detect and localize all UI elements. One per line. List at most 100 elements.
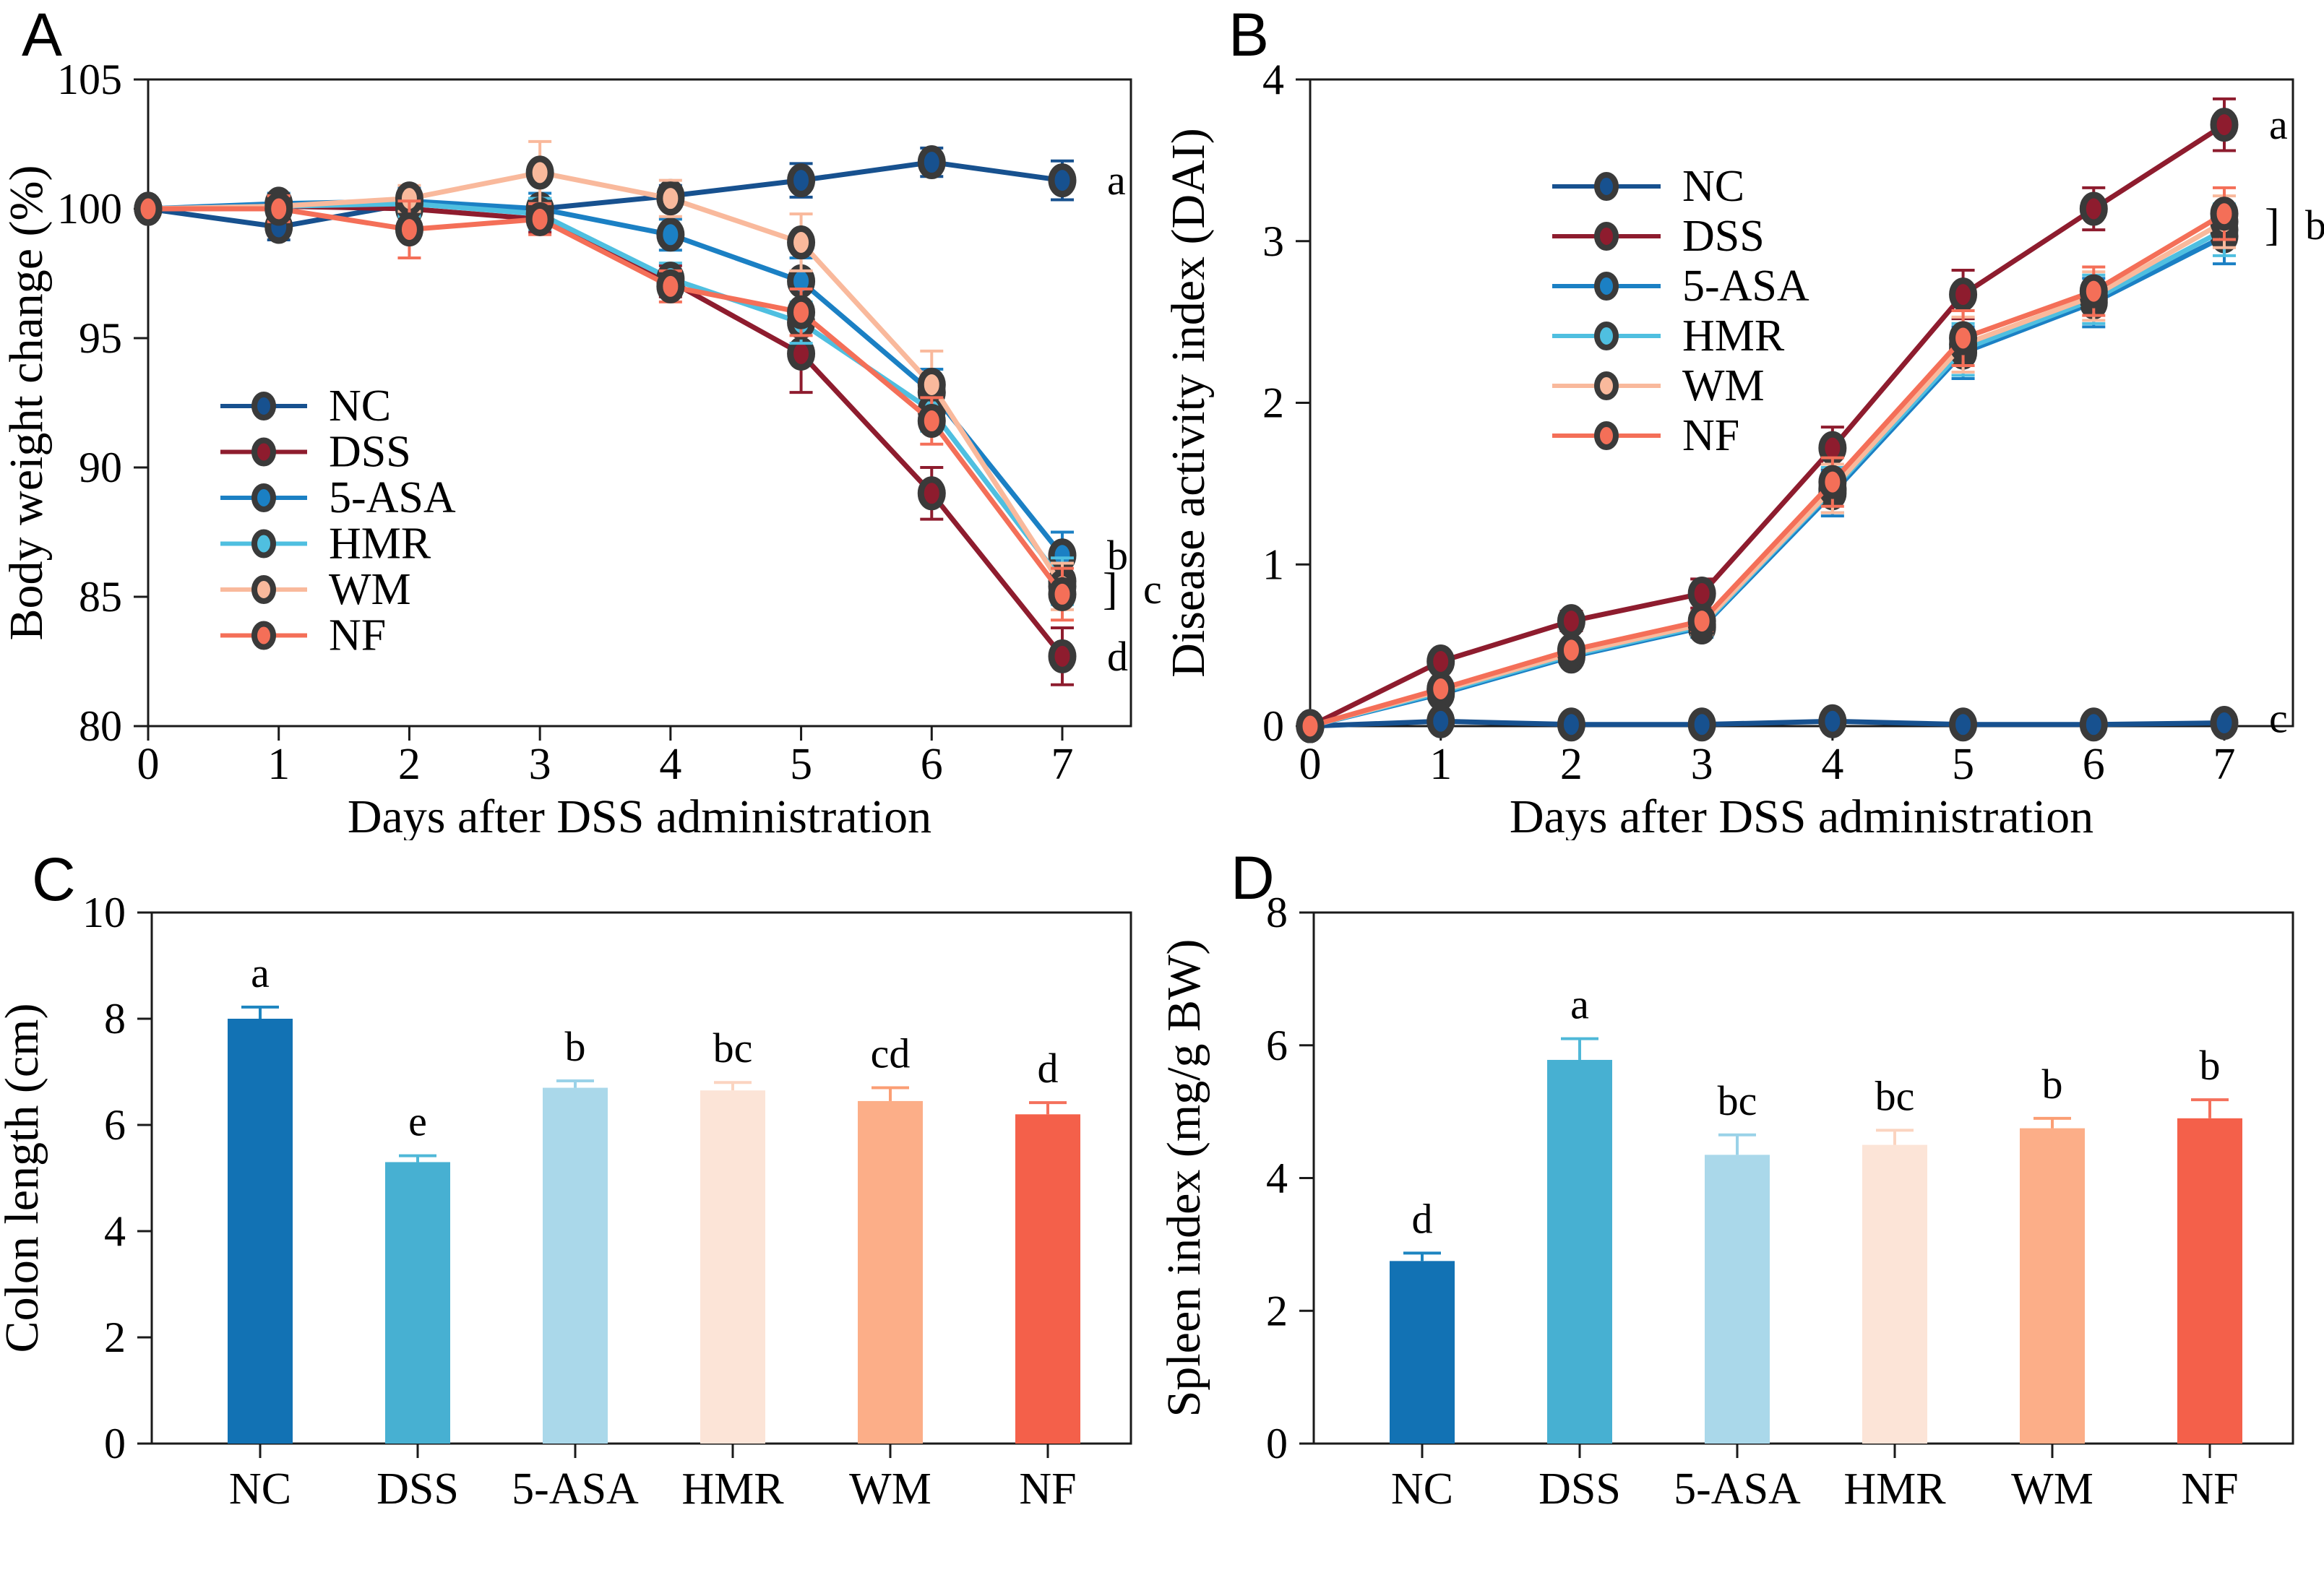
A-series-DSS	[134, 189, 1077, 686]
D-sig-letter-DSS: a	[1570, 981, 1589, 1028]
A-ytick-label: 95	[79, 314, 122, 362]
A-NF-point-day1	[264, 191, 293, 226]
A-xtick-label: 2	[398, 740, 421, 789]
B-DSS-point-day2	[1557, 604, 1585, 639]
C-y-axis-title: Colon length (cm)	[0, 1004, 48, 1353]
A-WM-point-day6	[917, 367, 946, 402]
B-DSS-point-day3	[1687, 577, 1716, 611]
C-bar-group-WM: cd WM	[849, 1030, 931, 1514]
B-legend-marker-NF	[1594, 421, 1619, 450]
D-category-label-WM: WM	[2011, 1465, 2093, 1514]
D-category-label-NC: NC	[1391, 1465, 1453, 1514]
B-xtick-label: 2	[1560, 740, 1583, 789]
A-legend-label-WM: WM	[329, 565, 411, 614]
B-ytick-label: 4	[1262, 56, 1284, 103]
A-ytick-label: 90	[79, 444, 122, 491]
B-NF-point-day4	[1818, 465, 1847, 499]
C-sig-letter-WM: cd	[871, 1030, 911, 1077]
A-series-NF	[134, 191, 1077, 622]
panel-c-chart: 0 2 4 6 8 10 Colon length (cm) a NC e DSS b 5-ASA bc H…	[0, 889, 1132, 1514]
B-y-axis-title: Disease activity index (DAI)	[1162, 128, 1215, 678]
C-sig-letter-NF: d	[1038, 1045, 1059, 1092]
D-ytick-label: 2	[1266, 1287, 1288, 1334]
C-ytick-label: 4	[104, 1207, 126, 1255]
C-bar-DSS	[385, 1162, 450, 1444]
B-legend-label-5-ASA: 5-ASA	[1682, 262, 1809, 311]
C-plot-frame	[150, 911, 1132, 1445]
B-sig-letter: c	[2269, 694, 2288, 741]
D-sig-letter-5-ASA: bc	[1718, 1077, 1757, 1124]
D-bar-5-ASA	[1705, 1155, 1770, 1444]
A-ytick-label: 105	[57, 56, 122, 103]
A-legend-label-NF: NF	[329, 611, 386, 660]
C-ytick-label: 10	[82, 889, 126, 936]
C-sig-letter-NC: a	[251, 949, 270, 996]
B-ytick-label: 0	[1262, 702, 1284, 750]
panel-b-letter: B	[1228, 1, 1270, 69]
B-xtick-label: 3	[1691, 740, 1713, 789]
D-ytick-label: 4	[1266, 1155, 1288, 1202]
B-ytick-label: 3	[1262, 217, 1284, 265]
B-legend-label-NC: NC	[1682, 162, 1744, 211]
B-sig-letter: b	[2305, 202, 2324, 249]
B-NC-point-day5	[1949, 707, 1978, 742]
B-DSS-point-day1	[1426, 644, 1455, 678]
A-DSS-point-day6	[917, 476, 946, 511]
D-ytick-label: 0	[1266, 1420, 1288, 1467]
C-ytick-label: 0	[104, 1420, 126, 1467]
A-NF-point-day3	[525, 202, 554, 236]
B-DSS-point-day7	[2210, 108, 2239, 142]
C-bar-WM	[858, 1100, 923, 1444]
A-sig-letter: b	[1107, 532, 1128, 579]
A-WM-point-day3	[525, 155, 554, 190]
A-xtick-label: 7	[1051, 740, 1074, 789]
A-legend-label-NC: NC	[329, 381, 391, 431]
A-NC-point-day7	[1048, 163, 1077, 198]
C-bar-NF	[1015, 1114, 1080, 1444]
B-NF-point-day2	[1557, 633, 1585, 668]
C-sig-letter-5-ASA: b	[565, 1023, 586, 1070]
panel-a: A 80 85 90 95 100 105 Body weight change (%) 0 1…	[0, 0, 1162, 840]
A-DSS-point-day7	[1048, 639, 1077, 673]
A-sig-letter: c	[1143, 566, 1162, 613]
B-NC-point-day6	[2079, 707, 2108, 742]
B-NC-point-day3	[1687, 707, 1716, 742]
B-legend-marker-DSS	[1594, 222, 1619, 251]
B-sig-letter: a	[2269, 101, 2288, 148]
C-category-label-NC: NC	[229, 1465, 291, 1514]
A-WM-point-day5	[787, 225, 816, 260]
D-plot-frame	[1312, 911, 2294, 1445]
C-sig-letter-HMR: bc	[713, 1025, 753, 1071]
D-bar-DSS	[1547, 1059, 1612, 1444]
D-sig-letter-NC: d	[1412, 1195, 1433, 1242]
D-bar-group-WM: b WM	[2011, 1061, 2093, 1514]
B-legend-label-HMR: HMR	[1682, 311, 1785, 361]
B-ytick-label: 1	[1262, 540, 1284, 588]
panel-d-chart: 0 2 4 6 8 Spleen index (mg/g BW) d NC a DSS bc 5-AS…	[1162, 889, 2294, 1514]
A-xtick-label: 1	[267, 740, 290, 789]
A-legend-item-5-ASA: 5-ASA	[220, 473, 456, 522]
C-sig-letter-DSS: e	[408, 1098, 427, 1145]
A-NC-point-day5	[787, 163, 816, 198]
B-legend-label-WM: WM	[1682, 361, 1765, 410]
A-legend-item-HMR: HMR	[220, 519, 431, 569]
A-sig-bracket: ]	[1103, 564, 1118, 613]
D-bar-NF	[2177, 1118, 2242, 1444]
B-legend-marker-HMR	[1594, 322, 1619, 350]
A-plot-frame	[147, 78, 1132, 728]
C-category-label-HMR: HMR	[681, 1465, 784, 1514]
D-y-axis-title: Spleen index (mg/g BW)	[1162, 939, 1210, 1418]
B-legend-marker-WM	[1594, 371, 1619, 400]
B-NF-point-day3	[1687, 604, 1716, 639]
panel-c-letter: C	[32, 845, 76, 913]
D-bar-group-NF: b NF	[2177, 1042, 2242, 1514]
A-legend-label-HMR: HMR	[329, 519, 431, 569]
D-bar-group-5-ASA: bc 5-ASA	[1674, 1077, 1801, 1514]
B-legend-item-WM: WM	[1552, 361, 1765, 410]
A-series-WM-line	[147, 170, 1064, 588]
A-xtick-label: 3	[529, 740, 551, 789]
A-legend-label-DSS: DSS	[329, 428, 411, 477]
D-category-label-HMR: HMR	[1843, 1465, 1946, 1514]
D-bar-NC	[1390, 1261, 1455, 1444]
